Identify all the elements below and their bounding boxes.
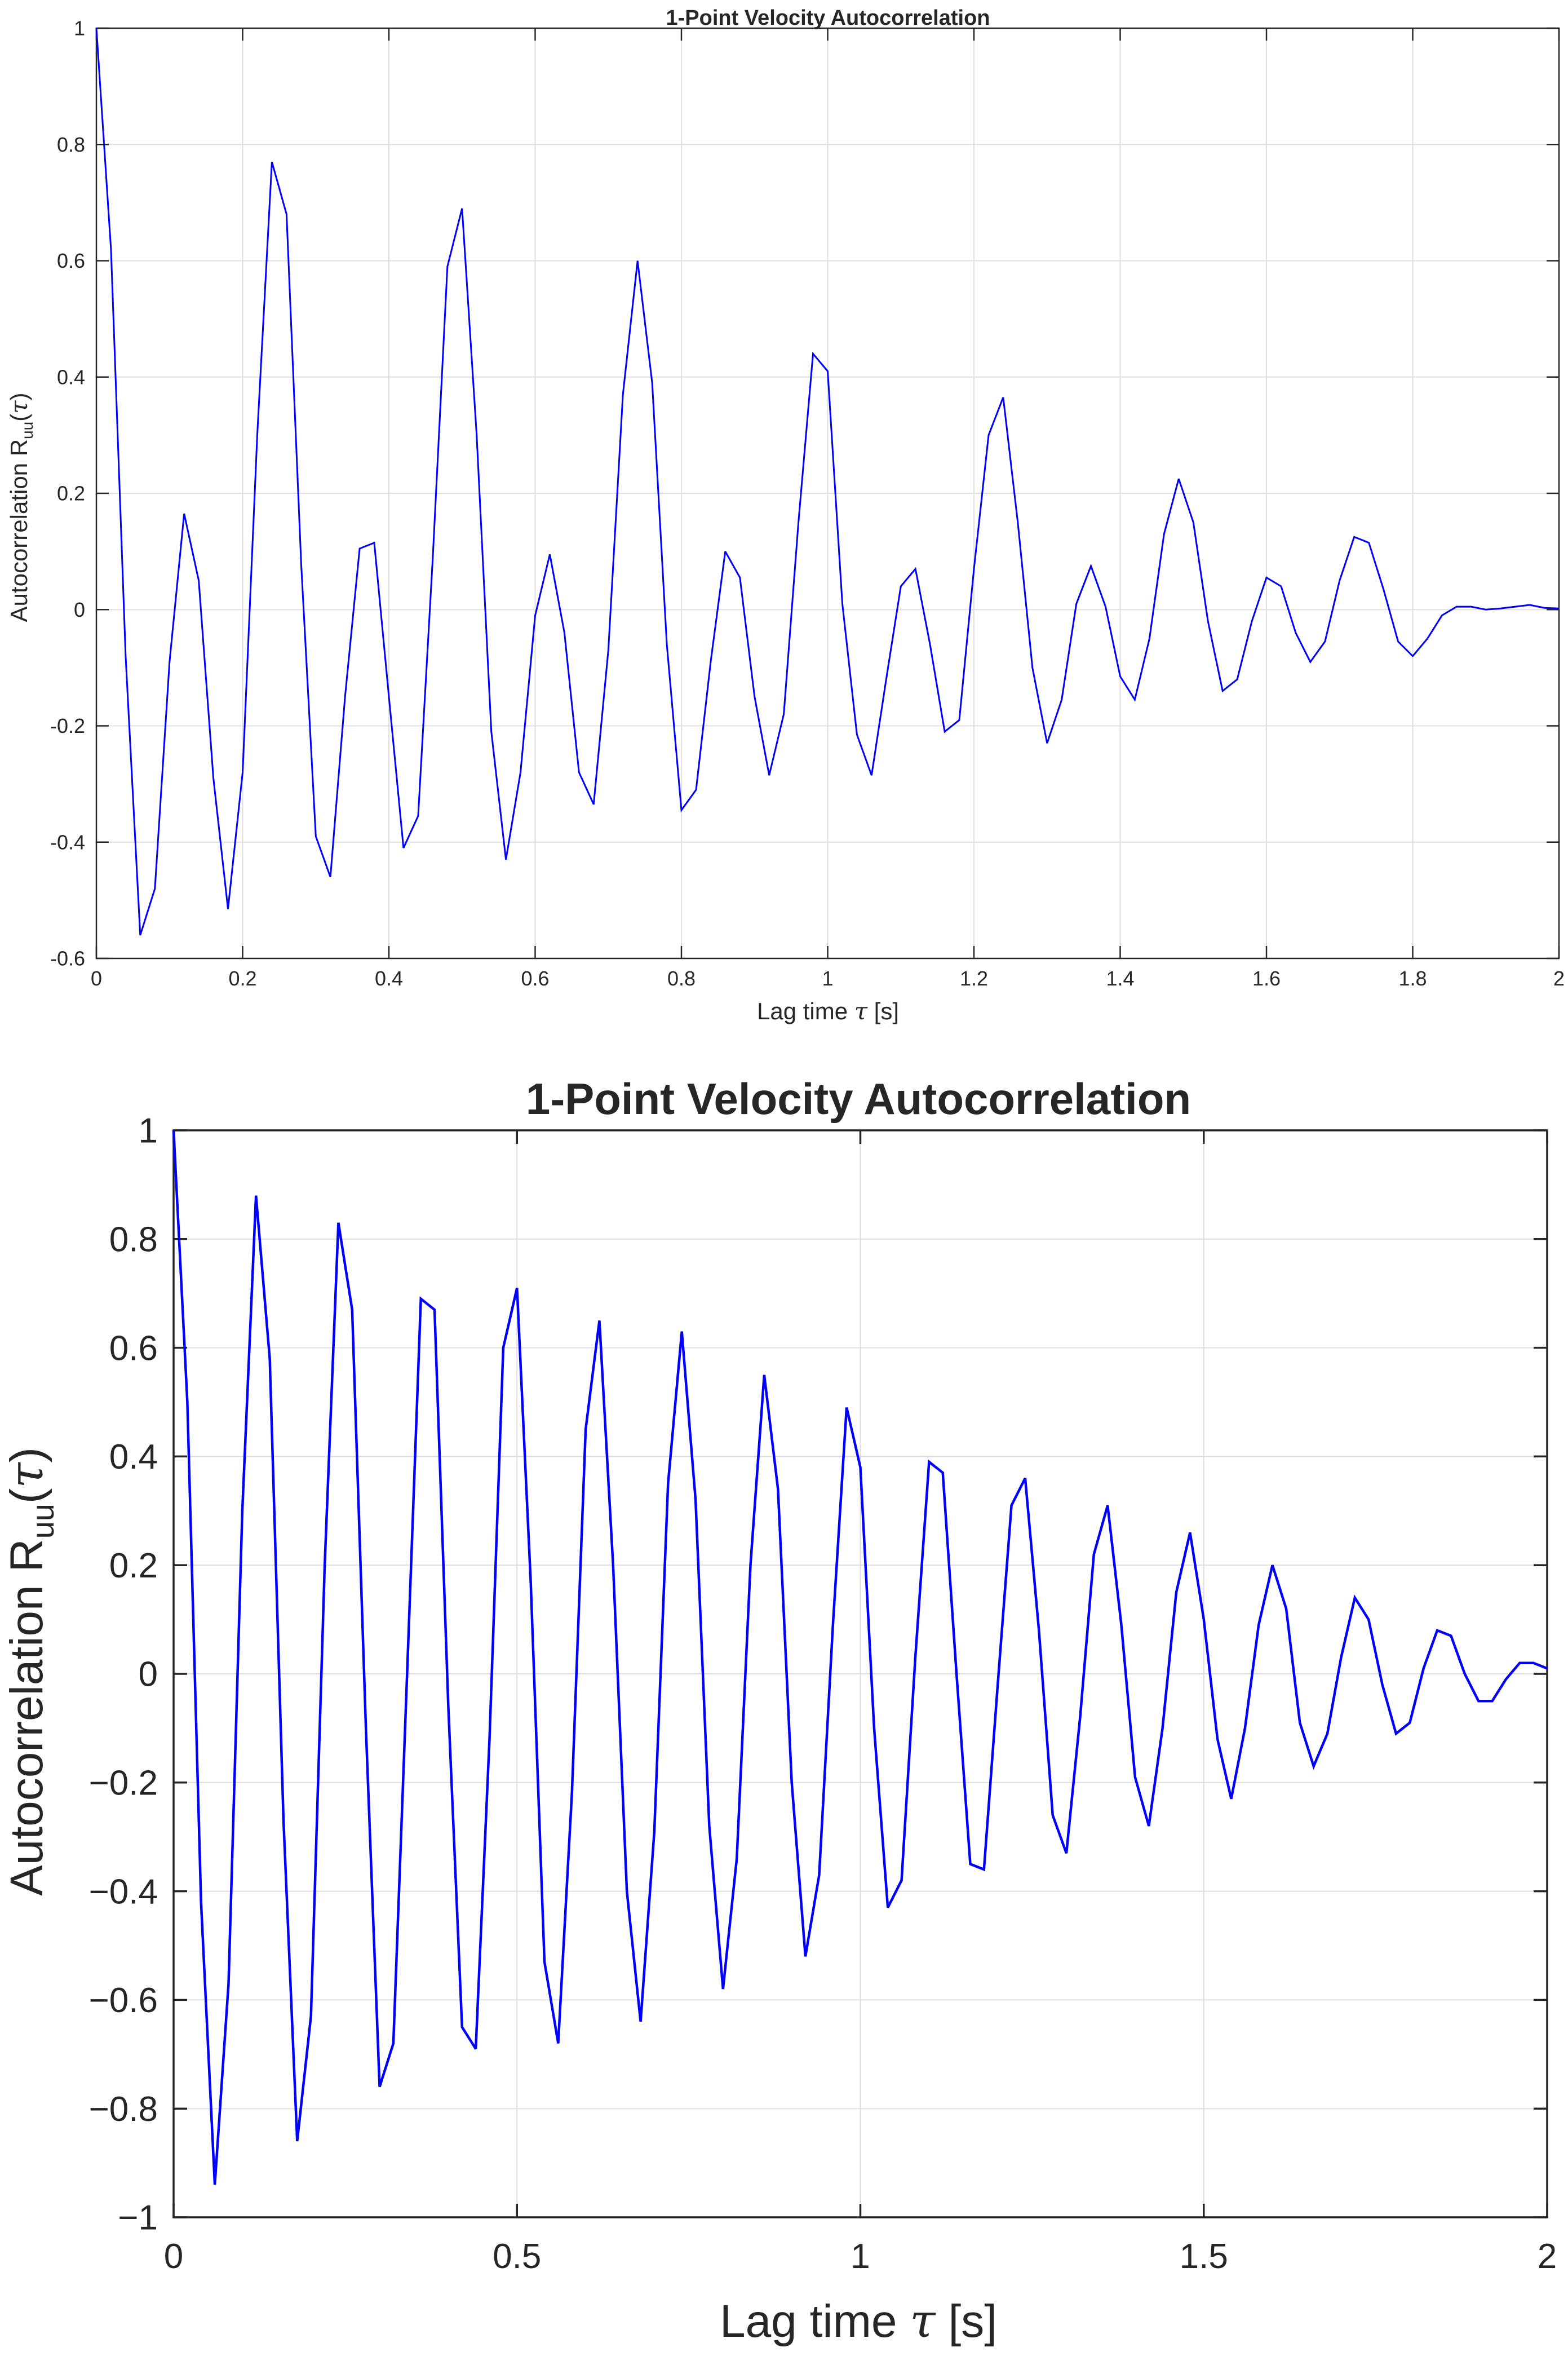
- top-chart-xtick-label: 0.8: [667, 967, 696, 990]
- top-chart-ytick-label: -0.6: [50, 947, 85, 970]
- top-chart-title: 1-Point Velocity Autocorrelation: [666, 6, 990, 30]
- top-chart-xtick-label: 0.2: [228, 967, 256, 990]
- top-chart-series-line: [95, 28, 1560, 936]
- top-chart-xtick-label: 0.4: [375, 967, 403, 990]
- bottom-chart-xlabel-unit: [s]: [948, 2296, 997, 2347]
- bottom-chart-ytick-label: 1: [139, 1112, 158, 1151]
- top-chart-xtick-label: 2: [1553, 967, 1565, 990]
- top-chart-series: [95, 28, 1560, 936]
- bottom-chart-ylabel-sub: uu: [25, 1504, 60, 1539]
- bottom-chart-axes: [172, 1129, 1548, 2218]
- bottom-chart-series: [172, 1130, 1548, 2185]
- bottom-chart-xtick-label: 2: [1538, 2237, 1557, 2276]
- top-chart-ytick-label: -0.4: [50, 830, 85, 854]
- top-chart-ytick-label: 0.6: [57, 249, 85, 272]
- bottom-chart-ytick-labels: −1 −0.8 −0.6 −0.4 −0.2 0 0.2 0.4 0.6 0.8 1: [89, 1112, 158, 2238]
- top-chart-ytick-label: 0.8: [57, 133, 85, 156]
- top-chart-ytick-label: 1: [74, 17, 85, 40]
- bottom-chart-xtick-label: 0.5: [493, 2237, 541, 2276]
- bottom-chart-ytick-label: −0.4: [89, 1872, 158, 1911]
- top-chart: 0 0.2 0.4 0.6 0.8 1 1.2 1.4 1.6 1.8 2 -0.6 -0.4 -0.2…: [5, 6, 1565, 1025]
- bottom-chart-ytick-label: −0.8: [89, 2090, 158, 2129]
- top-chart-ylabel: Autocorrelation Ruu(τ): [5, 393, 36, 622]
- bottom-chart-ylabel-symbol: τ: [0, 1462, 54, 1488]
- top-chart-ylabel-prefix: Autocorrelation R: [6, 439, 32, 622]
- bottom-chart-xtick-label: 1: [851, 2237, 870, 2276]
- top-chart-xtick-label: 1.8: [1398, 967, 1427, 990]
- top-chart-xtick-label: 1.2: [960, 967, 988, 990]
- bottom-chart-ytick-label: −0.6: [89, 1981, 158, 2020]
- bottom-chart-xlabel: Lag time τ [s]: [720, 2295, 997, 2348]
- top-chart-xtick-label: 1: [822, 967, 833, 990]
- bottom-chart-ytick-label: 0.8: [109, 1221, 158, 1259]
- bottom-chart-series-line: [172, 1130, 1548, 2185]
- top-chart-xlabel-unit: [s]: [874, 998, 899, 1024]
- top-chart-xtick-label: 0: [91, 967, 102, 990]
- top-chart-xtick-label: 1.6: [1252, 967, 1281, 990]
- top-chart-ytick-label: 0.4: [57, 365, 85, 388]
- bottom-chart-xtick-labels: 0 0.5 1 1.5 2: [164, 2237, 1557, 2276]
- bottom-chart-ylabel: Autocorrelation Ruu(τ): [0, 1447, 60, 1896]
- bottom-chart-ytick-label: 0.4: [109, 1438, 158, 1477]
- top-chart-ylabel-symbol: τ: [5, 400, 33, 414]
- bottom-chart-ytick-label: 0: [139, 1655, 158, 1694]
- top-chart-ytick-labels: -0.6 -0.4 -0.2 0 0.2 0.4 0.6 0.8 1: [50, 17, 85, 970]
- bottom-chart-ylabel-close: ): [1, 1447, 52, 1462]
- top-chart-xlabel-symbol: τ: [854, 997, 868, 1025]
- bottom-chart-ytick-label: 0.2: [109, 1546, 158, 1585]
- top-chart-xtick-label: 0.6: [521, 967, 549, 990]
- bottom-chart-xlabel-symbol: τ: [910, 2295, 936, 2348]
- bottom-chart-ylabel-open: (: [1, 1488, 52, 1504]
- bottom-chart-title: 1-Point Velocity Autocorrelation: [526, 1074, 1191, 1124]
- top-chart-ylabel-close: ): [6, 393, 32, 401]
- top-chart-ylabel-open: (: [6, 414, 32, 422]
- bottom-chart-xlabel-prefix: Lag time: [720, 2296, 897, 2347]
- bottom-chart-xtick-label: 0: [164, 2237, 183, 2276]
- bottom-chart-ytick-label: −0.2: [89, 1764, 158, 1803]
- bottom-chart-ytick-label: 0.6: [109, 1329, 158, 1368]
- bottom-chart-ylabel-prefix: Autocorrelation R: [1, 1539, 52, 1896]
- top-chart-ytick-label: 0.2: [57, 482, 85, 505]
- top-chart-xlabel-prefix: Lag time: [757, 998, 848, 1024]
- bottom-chart: 0 0.5 1 1.5 2 −1 −0.8 −0.6 −0.4 −0.2 0 0.2 0.4 0.6 0.…: [0, 1074, 1557, 2348]
- bottom-chart-ytick-label: −1: [118, 2199, 158, 2238]
- top-chart-ytick-label: -0.2: [50, 714, 85, 737]
- top-chart-ylabel-sub: uu: [19, 422, 36, 439]
- bottom-chart-xtick-label: 1.5: [1180, 2237, 1228, 2276]
- top-chart-xlabel: Lag time τ [s]: [757, 997, 899, 1025]
- top-chart-xtick-label: 1.4: [1106, 967, 1134, 990]
- top-chart-ytick-label: 0: [74, 598, 85, 621]
- top-chart-xtick-labels: 0 0.2 0.4 0.6 0.8 1 1.2 1.4 1.6 1.8 2: [91, 967, 1565, 990]
